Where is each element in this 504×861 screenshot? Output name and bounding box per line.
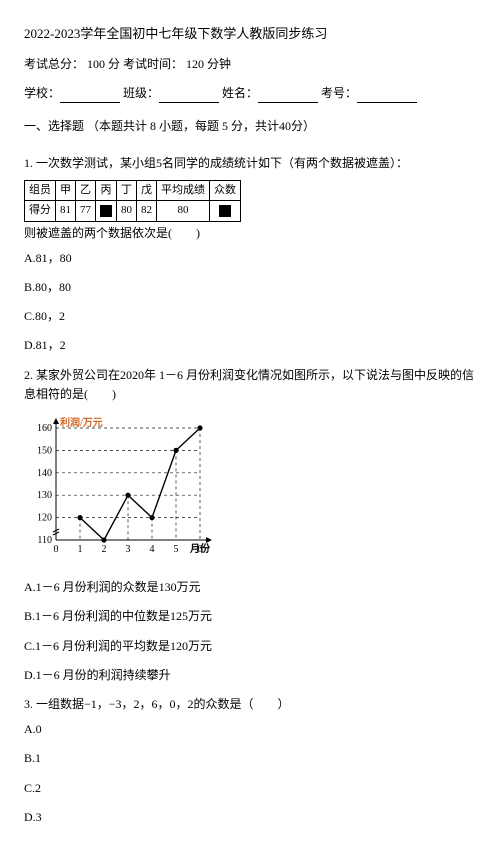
- q1-table: 组员 甲 乙 丙 丁 戊 平均成绩 众数 得分 81 77 80 82 80: [24, 180, 241, 222]
- svg-text:4: 4: [150, 544, 155, 555]
- svg-text:3: 3: [126, 544, 131, 555]
- option-a: A.81，80: [24, 249, 480, 268]
- cell: 平均成绩: [157, 180, 210, 201]
- id-blank: [357, 89, 417, 103]
- q1-options: A.81，80 B.80，80 C.80，2 D.81，2: [24, 249, 480, 356]
- q3-stem: 3. 一组数据−1，−3，2，6，0，2的众数是（ ）: [24, 695, 480, 714]
- school-blank: [60, 89, 120, 103]
- name-blank: [258, 89, 318, 103]
- cell: 戊: [137, 180, 157, 201]
- cell: 丁: [117, 180, 137, 201]
- exam-meta: 考试总分： 100 分 考试时间： 120 分钟: [24, 55, 480, 74]
- option-c: C.80，2: [24, 307, 480, 326]
- option-c: C.1－6 月份利润的平均数是120万元: [24, 637, 480, 656]
- line-chart: 1101201301401501600123456利润/万元月份: [24, 412, 214, 562]
- q2-options: A.1－6 月份利润的众数是130万元 B.1－6 月份利润的中位数是125万元…: [24, 578, 480, 685]
- svg-text:0: 0: [54, 544, 59, 555]
- cell: 众数: [210, 180, 241, 201]
- cell: 丙: [96, 180, 117, 201]
- option-b: B.1－6 月份利润的中位数是125万元: [24, 607, 480, 626]
- option-b: B.80，80: [24, 278, 480, 297]
- q2-chart: 1101201301401501600123456利润/万元月份: [24, 412, 480, 568]
- cell: 82: [137, 201, 157, 222]
- section-1-heading: 一、选择题 （本题共计 8 小题，每题 5 分，共计40分）: [24, 117, 480, 136]
- cell: [210, 201, 241, 222]
- option-a: A.1－6 月份利润的众数是130万元: [24, 578, 480, 597]
- cell: 甲: [56, 180, 76, 201]
- svg-text:2: 2: [102, 544, 107, 555]
- name-label: 姓名：: [222, 86, 258, 100]
- class-blank: [159, 89, 219, 103]
- svg-text:月份: 月份: [189, 542, 211, 555]
- svg-text:5: 5: [174, 544, 179, 555]
- svg-text:120: 120: [37, 513, 52, 524]
- question-1: 1. 一次数学测试，某小组5名同学的成绩统计如下（有两个数据被遮盖）： 组员 甲…: [24, 154, 480, 355]
- svg-text:140: 140: [37, 468, 52, 479]
- option-d: D.81，2: [24, 336, 480, 355]
- svg-text:150: 150: [37, 445, 52, 456]
- id-label: 考号：: [321, 86, 357, 100]
- svg-text:130: 130: [37, 490, 52, 501]
- cell: 80: [117, 201, 137, 222]
- question-3: 3. 一组数据−1，−3，2，6，0，2的众数是（ ） A.0 B.1 C.2 …: [24, 695, 480, 827]
- svg-text:160: 160: [37, 423, 52, 434]
- cell: 得分: [25, 201, 56, 222]
- option-b: B.1: [24, 749, 480, 768]
- option-d: D.1－6 月份的利润持续攀升: [24, 666, 480, 685]
- q2-stem: 2. 某家外贸公司在2020年 1－6 月份利润变化情况如图所示，以下说法与图中…: [24, 366, 480, 404]
- table-row: 组员 甲 乙 丙 丁 戊 平均成绩 众数: [25, 180, 241, 201]
- svg-text:利润/万元: 利润/万元: [60, 416, 103, 429]
- masked-icon: [219, 205, 231, 217]
- svg-text:110: 110: [37, 535, 52, 546]
- doc-title: 2022-2023学年全国初中七年级下数学人教版同步练习: [24, 24, 480, 45]
- svg-text:1: 1: [78, 544, 83, 555]
- cell: 77: [76, 201, 96, 222]
- cell: 组员: [25, 180, 56, 201]
- option-d: D.3: [24, 808, 480, 827]
- option-c: C.2: [24, 779, 480, 798]
- cell: 乙: [76, 180, 96, 201]
- form-line: 学校： 班级： 姓名： 考号：: [24, 84, 480, 103]
- question-2: 2. 某家外贸公司在2020年 1－6 月份利润变化情况如图所示，以下说法与图中…: [24, 366, 480, 685]
- q1-stem: 1. 一次数学测试，某小组5名同学的成绩统计如下（有两个数据被遮盖）：: [24, 154, 480, 173]
- masked-icon: [100, 205, 112, 217]
- option-a: A.0: [24, 720, 480, 739]
- q3-options: A.0 B.1 C.2 D.3: [24, 720, 480, 827]
- table-row: 得分 81 77 80 82 80: [25, 201, 241, 222]
- q1-tail: 则被遮盖的两个数据依次是( ): [24, 224, 480, 243]
- cell: 80: [157, 201, 210, 222]
- cell: [96, 201, 117, 222]
- school-label: 学校：: [24, 86, 60, 100]
- class-label: 班级：: [123, 86, 159, 100]
- cell: 81: [56, 201, 76, 222]
